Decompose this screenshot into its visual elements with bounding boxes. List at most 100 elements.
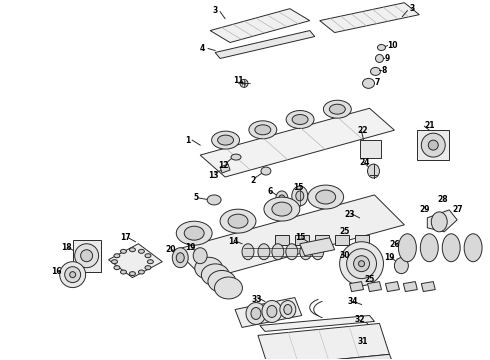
Polygon shape — [210, 9, 310, 42]
Ellipse shape — [421, 133, 445, 157]
Ellipse shape — [218, 135, 234, 145]
Ellipse shape — [296, 191, 304, 201]
Text: 6: 6 — [268, 188, 273, 197]
Ellipse shape — [300, 244, 312, 260]
Text: 21: 21 — [424, 121, 435, 130]
Ellipse shape — [394, 258, 408, 274]
Text: 30: 30 — [340, 251, 350, 260]
Ellipse shape — [228, 214, 248, 228]
Ellipse shape — [65, 267, 81, 283]
Text: 8: 8 — [382, 66, 387, 75]
Bar — [417, 130, 449, 160]
Polygon shape — [355, 235, 368, 245]
Polygon shape — [421, 282, 435, 292]
Ellipse shape — [272, 244, 284, 260]
Ellipse shape — [231, 154, 241, 160]
Ellipse shape — [251, 307, 261, 319]
Ellipse shape — [340, 242, 384, 285]
Ellipse shape — [129, 272, 135, 276]
Text: 34: 34 — [347, 297, 358, 306]
Polygon shape — [295, 235, 309, 245]
Text: 13: 13 — [208, 171, 219, 180]
Ellipse shape — [292, 114, 308, 125]
Text: 5: 5 — [193, 193, 198, 202]
Ellipse shape — [195, 257, 222, 279]
Text: 1: 1 — [185, 136, 191, 145]
Ellipse shape — [284, 305, 292, 315]
Polygon shape — [368, 282, 382, 292]
Text: 16: 16 — [51, 267, 61, 276]
Polygon shape — [319, 3, 419, 32]
Ellipse shape — [286, 111, 314, 129]
Ellipse shape — [316, 190, 336, 204]
Ellipse shape — [215, 277, 243, 299]
Polygon shape — [215, 31, 315, 58]
Polygon shape — [403, 282, 417, 292]
Ellipse shape — [70, 272, 75, 278]
Ellipse shape — [346, 249, 376, 279]
Text: 20: 20 — [165, 245, 176, 254]
Ellipse shape — [207, 195, 221, 205]
Ellipse shape — [262, 301, 282, 323]
Ellipse shape — [138, 249, 145, 253]
Ellipse shape — [246, 302, 266, 324]
Ellipse shape — [114, 266, 120, 270]
Text: 26: 26 — [390, 240, 400, 249]
Ellipse shape — [308, 185, 343, 209]
Text: 2: 2 — [250, 176, 255, 185]
Ellipse shape — [145, 254, 151, 258]
Ellipse shape — [60, 262, 86, 288]
Bar — [360, 140, 382, 158]
Ellipse shape — [267, 306, 277, 318]
Ellipse shape — [193, 248, 207, 264]
Polygon shape — [235, 298, 302, 328]
Ellipse shape — [81, 250, 93, 262]
Ellipse shape — [279, 195, 285, 201]
Ellipse shape — [74, 244, 98, 268]
Ellipse shape — [112, 260, 118, 264]
Text: 3: 3 — [409, 4, 415, 13]
Ellipse shape — [261, 167, 271, 175]
Text: 25: 25 — [365, 275, 375, 284]
Text: 19: 19 — [185, 243, 196, 252]
Ellipse shape — [286, 244, 298, 260]
Ellipse shape — [138, 270, 145, 274]
Text: 31: 31 — [358, 337, 368, 346]
Ellipse shape — [464, 234, 482, 262]
Ellipse shape — [212, 131, 240, 149]
Ellipse shape — [292, 186, 308, 206]
Ellipse shape — [276, 191, 288, 205]
Ellipse shape — [363, 78, 374, 88]
Ellipse shape — [368, 164, 379, 178]
Text: 28: 28 — [437, 195, 448, 204]
Polygon shape — [335, 235, 348, 245]
Polygon shape — [73, 240, 100, 272]
Text: 19: 19 — [385, 253, 395, 262]
Ellipse shape — [264, 197, 300, 221]
Text: 10: 10 — [388, 41, 398, 50]
Text: 14: 14 — [228, 237, 239, 246]
Ellipse shape — [377, 45, 386, 50]
Polygon shape — [175, 195, 404, 280]
Ellipse shape — [121, 270, 126, 274]
Text: 32: 32 — [355, 315, 365, 324]
Ellipse shape — [176, 253, 184, 263]
Text: 4: 4 — [200, 44, 205, 53]
Ellipse shape — [129, 248, 135, 252]
Text: 15: 15 — [295, 233, 305, 242]
Polygon shape — [108, 244, 162, 278]
Polygon shape — [260, 315, 374, 332]
Text: 3: 3 — [212, 6, 218, 15]
Ellipse shape — [240, 80, 248, 87]
Ellipse shape — [220, 209, 256, 233]
Ellipse shape — [442, 234, 460, 262]
Text: 18: 18 — [61, 243, 72, 252]
Ellipse shape — [398, 234, 416, 262]
Ellipse shape — [375, 54, 384, 62]
Ellipse shape — [370, 67, 380, 75]
Ellipse shape — [323, 100, 351, 118]
Polygon shape — [268, 354, 392, 360]
Polygon shape — [349, 282, 364, 292]
Text: 29: 29 — [419, 206, 430, 215]
Text: 33: 33 — [252, 295, 263, 304]
